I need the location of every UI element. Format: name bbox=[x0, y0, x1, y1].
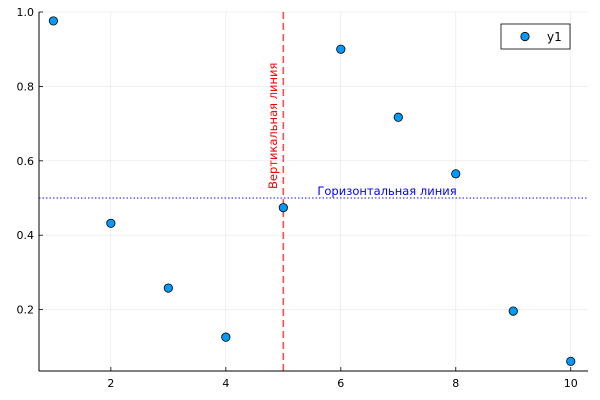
data-point bbox=[106, 218, 116, 228]
data-point bbox=[508, 306, 518, 316]
data-point bbox=[221, 332, 231, 342]
legend-box bbox=[500, 23, 571, 50]
vertical-line-label: Вертикальная линия bbox=[266, 63, 280, 189]
y-tick-label: 0.6 bbox=[17, 155, 35, 168]
x-tick-label: 10 bbox=[564, 377, 578, 390]
legend-marker bbox=[520, 31, 530, 42]
data-point bbox=[163, 283, 173, 293]
y-tick-label: 1.0 bbox=[17, 6, 35, 19]
data-point bbox=[566, 356, 576, 366]
reference-lines bbox=[39, 12, 588, 371]
x-tick-label: 6 bbox=[337, 377, 344, 390]
x-tick-label: 8 bbox=[452, 377, 459, 390]
grid bbox=[39, 11, 588, 371]
x-tick-label: 2 bbox=[107, 377, 114, 390]
series-y1 bbox=[48, 16, 576, 366]
axes: 2 4 6 8 10 0.2 0.4 0.6 0.8 1.0 bbox=[17, 6, 588, 390]
legend-label: y1 bbox=[547, 30, 562, 44]
y-tick-label: 0.4 bbox=[17, 229, 35, 242]
data-point bbox=[48, 16, 58, 26]
data-point bbox=[336, 44, 346, 54]
data-point bbox=[451, 169, 461, 179]
x-tick-label: 4 bbox=[222, 377, 229, 390]
legend: y1 bbox=[500, 23, 571, 50]
data-point bbox=[278, 203, 288, 213]
horizontal-line-label: Горизонтальная линия bbox=[317, 184, 456, 198]
data-point bbox=[393, 112, 403, 122]
y-tick-label: 0.8 bbox=[17, 80, 35, 93]
y-tick-label: 0.2 bbox=[17, 304, 35, 317]
